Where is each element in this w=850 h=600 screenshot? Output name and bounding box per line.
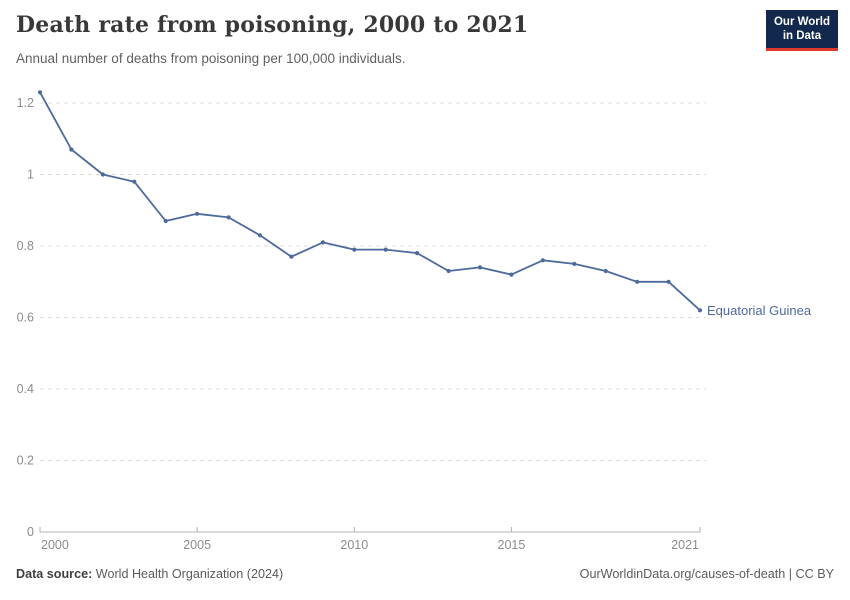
data-point[interactable] xyxy=(383,247,388,252)
data-point[interactable] xyxy=(603,268,608,274)
data-source: Data source: World Health Organization (… xyxy=(16,567,283,581)
owid-logo[interactable]: Our World in Data xyxy=(765,10,838,51)
data-point[interactable] xyxy=(320,240,325,245)
data-point[interactable] xyxy=(163,218,168,224)
data-source-label: Data source: xyxy=(16,567,93,581)
data-point[interactable] xyxy=(195,211,200,216)
x-tick-label: 2010 xyxy=(340,538,368,552)
y-tick-label: 0.2 xyxy=(17,454,34,468)
chart-title: Death rate from poisoning, 2000 to 2021 xyxy=(16,12,529,38)
x-tick-label: 2005 xyxy=(183,538,211,552)
data-point[interactable] xyxy=(446,268,451,274)
y-tick-label: 0 xyxy=(27,525,34,539)
data-point[interactable] xyxy=(697,308,703,313)
owid-logo-line2: in Data xyxy=(782,30,822,42)
data-point[interactable] xyxy=(666,279,671,284)
owid-logo-line1: Our World xyxy=(773,16,830,28)
data-point[interactable] xyxy=(257,233,263,238)
data-point[interactable] xyxy=(289,254,294,259)
data-point[interactable] xyxy=(540,258,546,263)
data-point[interactable] xyxy=(69,147,74,152)
x-tick-label: 2021 xyxy=(671,538,699,552)
data-point[interactable] xyxy=(415,251,420,256)
data-point[interactable] xyxy=(477,265,483,270)
data-point[interactable] xyxy=(132,179,137,184)
owid-url-license-link[interactable]: OurWorldinData.org/causes-of-death | CC … xyxy=(579,567,834,581)
x-tick-label: 2015 xyxy=(498,538,526,552)
data-point[interactable] xyxy=(100,172,105,177)
data-point[interactable] xyxy=(572,261,577,266)
data-point[interactable] xyxy=(37,90,43,95)
x-tick-label: 2000 xyxy=(41,538,69,552)
chart-subtitle: Annual number of deaths from poisoning p… xyxy=(16,51,406,66)
y-tick-label: 1 xyxy=(27,168,34,182)
y-tick-label: 1.2 xyxy=(17,96,34,110)
chart-footer: Data source: World Health Organization (… xyxy=(16,567,834,581)
y-tick-label: 0.4 xyxy=(17,382,34,396)
data-point[interactable] xyxy=(352,247,357,252)
y-tick-label: 0.6 xyxy=(17,311,34,325)
y-tick-label: 0.8 xyxy=(17,239,34,253)
data-source-value: World Health Organization (2024) xyxy=(95,567,284,581)
data-point[interactable] xyxy=(509,272,514,277)
series-label[interactable]: Equatorial Guinea xyxy=(707,303,812,318)
series-line[interactable] xyxy=(39,91,701,312)
data-point[interactable] xyxy=(226,215,231,220)
data-point[interactable] xyxy=(635,279,640,284)
